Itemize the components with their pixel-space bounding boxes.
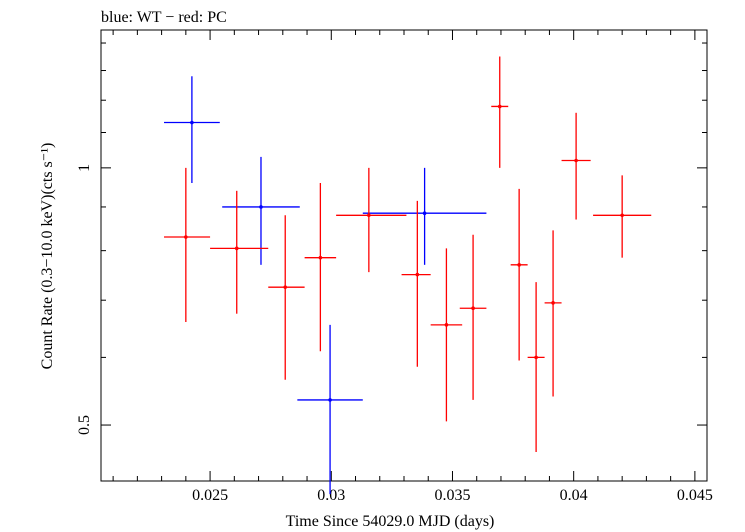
point-marker bbox=[551, 301, 555, 305]
x-axis-ticks: 0.025 0.03 0.035 0.04 0.045 bbox=[112, 30, 713, 504]
x-tick-label: 0.03 bbox=[317, 487, 345, 504]
data-point-pc bbox=[401, 200, 431, 367]
data-point-pc bbox=[510, 188, 528, 361]
y-axis-label: Count Rate (0.3−10.0 keV)(cts s⁻¹) bbox=[39, 143, 56, 370]
y-tick-label: 0.5 bbox=[76, 415, 93, 435]
data-point-wt bbox=[164, 76, 220, 184]
data-point-wt bbox=[297, 324, 363, 495]
point-marker bbox=[620, 213, 624, 218]
y-axis-ticks: 0.51 bbox=[76, 42, 707, 435]
data-point-pc bbox=[459, 234, 487, 400]
point-marker bbox=[259, 205, 263, 209]
chart-title: blue: WT − red: PC bbox=[101, 9, 227, 26]
data-point-pc bbox=[164, 167, 211, 323]
point-marker bbox=[190, 120, 194, 125]
point-marker bbox=[534, 355, 538, 360]
series-pc bbox=[164, 56, 652, 452]
y-tick-label: 1 bbox=[76, 164, 93, 172]
point-marker bbox=[471, 306, 475, 311]
data-point-pc bbox=[593, 175, 652, 258]
point-marker bbox=[574, 158, 578, 163]
point-marker bbox=[283, 285, 288, 289]
x-tick-label: 0.025 bbox=[192, 487, 228, 504]
data-point-pc bbox=[491, 56, 509, 168]
x-tick-label: 0.04 bbox=[560, 487, 588, 504]
point-marker bbox=[517, 263, 521, 267]
data-point-pc bbox=[561, 112, 591, 220]
data-point-wt bbox=[222, 156, 300, 265]
point-marker bbox=[318, 255, 323, 260]
data-point-pc bbox=[304, 183, 337, 352]
point-marker bbox=[497, 104, 502, 109]
data-point-pc bbox=[527, 282, 545, 452]
point-marker bbox=[422, 211, 427, 215]
point-marker bbox=[234, 246, 239, 251]
data-series bbox=[164, 56, 652, 495]
x-tick-label: 0.045 bbox=[677, 487, 713, 504]
data-point-pc bbox=[268, 215, 305, 380]
point-marker bbox=[184, 235, 188, 239]
point-marker bbox=[444, 323, 449, 327]
data-point-pc bbox=[336, 167, 407, 273]
data-point-pc bbox=[430, 248, 463, 422]
data-point-pc bbox=[544, 230, 562, 397]
x-tick-label: 0.035 bbox=[434, 487, 470, 504]
point-marker bbox=[415, 272, 420, 277]
data-point-pc bbox=[210, 190, 269, 314]
data-point-wt bbox=[362, 167, 487, 265]
point-marker bbox=[328, 398, 332, 402]
x-axis-label: Time Since 54029.0 MJD (days) bbox=[286, 513, 495, 530]
point-marker bbox=[367, 213, 371, 218]
series-wt bbox=[164, 76, 487, 495]
